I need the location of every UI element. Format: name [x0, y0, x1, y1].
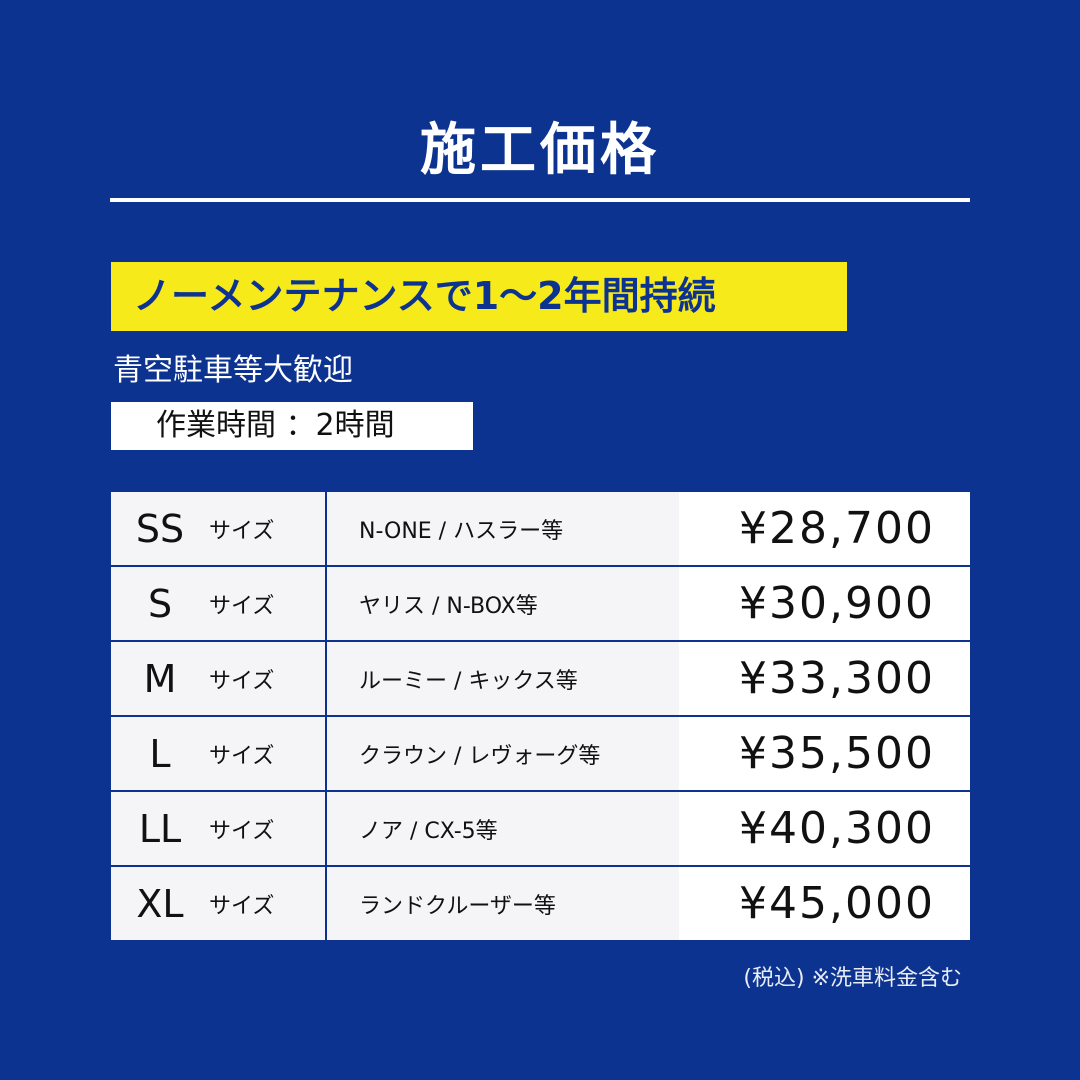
price-row: M サイズ ルーミー / キックス等 ¥33,300	[111, 640, 970, 716]
tax-note: (税込) ※洗車料金含む	[743, 966, 962, 991]
size-suffix: サイズ	[209, 668, 275, 694]
price: ¥40,300	[679, 790, 970, 866]
highlight-banner: ノーメンテナンスで1～2年間持続	[111, 262, 847, 331]
price: ¥28,700	[679, 492, 970, 566]
size-suffix: サイズ	[209, 818, 275, 844]
work-time-label: 作業時間 ：2時間	[111, 402, 473, 450]
car-examples: ルーミー / キックス等	[326, 640, 679, 716]
size-suffix: サイズ	[209, 893, 275, 919]
car-examples: ランドクルーザー等	[326, 865, 679, 940]
size-label: SS	[135, 506, 185, 551]
size-suffix: サイズ	[209, 593, 275, 619]
price-table: SS サイズ N-ONE / ハスラー等 ¥28,700 S サイズ ヤリス / N-…	[111, 492, 970, 940]
price-row: XL サイズ ランドクルーザー等 ¥45,000	[111, 865, 970, 940]
price: ¥35,500	[679, 715, 970, 791]
price: ¥30,900	[679, 565, 970, 641]
size-label: L	[149, 731, 171, 776]
divider	[110, 198, 970, 202]
size-label: LL	[138, 806, 182, 851]
car-examples: クラウン / レヴォーグ等	[326, 715, 679, 791]
size-suffix: サイズ	[209, 743, 275, 769]
price: ¥33,300	[679, 640, 970, 716]
page-title: 施工価格	[420, 118, 660, 183]
size-label: S	[147, 581, 173, 626]
size-cell: SS サイズ	[111, 492, 327, 566]
price-row: SS サイズ N-ONE / ハスラー等 ¥28,700	[111, 492, 970, 566]
size-cell: L サイズ	[111, 715, 327, 791]
subtitle: 青空駐車等大歓迎	[113, 353, 353, 388]
size-cell: S サイズ	[111, 565, 327, 641]
price-row: LL サイズ ノア / CX-5等 ¥40,300	[111, 790, 970, 866]
size-cell: LL サイズ	[111, 790, 327, 866]
price: ¥45,000	[679, 865, 970, 940]
price-row: S サイズ ヤリス / N-BOX等 ¥30,900	[111, 565, 970, 641]
size-cell: XL サイズ	[111, 865, 327, 940]
car-examples: ヤリス / N-BOX等	[326, 565, 679, 641]
size-label: M	[143, 656, 177, 701]
car-examples: N-ONE / ハスラー等	[326, 492, 679, 566]
size-label: XL	[136, 881, 184, 926]
size-suffix: サイズ	[209, 518, 275, 544]
car-examples: ノア / CX-5等	[326, 790, 679, 866]
size-cell: M サイズ	[111, 640, 327, 716]
price-row: L サイズ クラウン / レヴォーグ等 ¥35,500	[111, 715, 970, 791]
